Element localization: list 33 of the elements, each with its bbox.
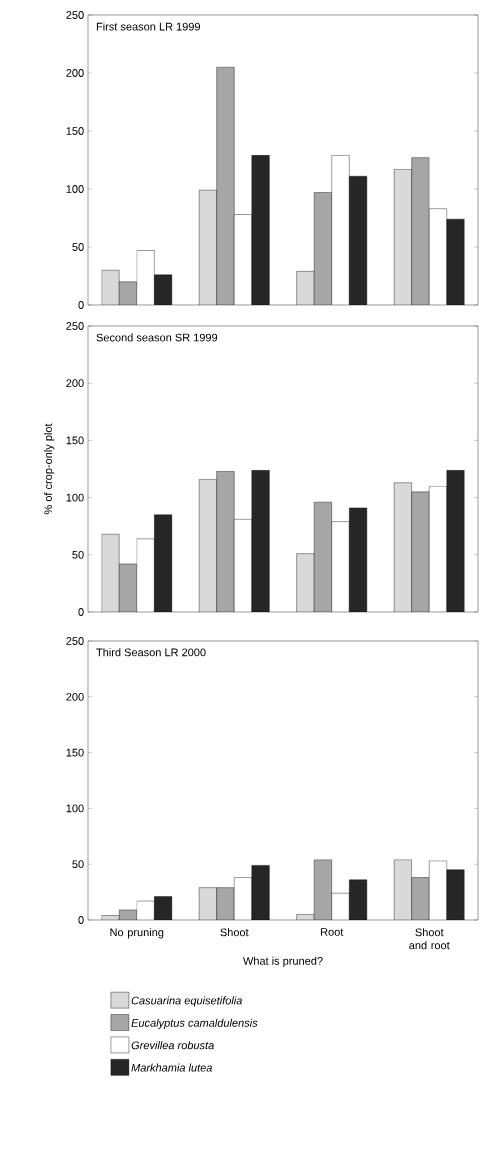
y-tick-label: 0	[78, 608, 84, 616]
y-tick-label: 100	[66, 185, 84, 193]
y-tick-label: 200	[66, 379, 84, 388]
y-axis-title: % of crop-only plot	[44, 423, 55, 515]
y-tick-label: 250	[66, 11, 84, 19]
y-tick-label: 150	[66, 127, 84, 135]
x-tick-label: No pruning	[110, 928, 164, 939]
y-tick-label: 250	[66, 322, 84, 330]
y-tick-label: 250	[66, 637, 84, 645]
text: Second season SR 1999	[96, 333, 218, 342]
y-tick-label: 100	[66, 804, 84, 813]
y-tick-label: 200	[66, 69, 84, 77]
legend-label: Markhamia lutea	[131, 1063, 213, 1072]
legend-label: Eucalyptus camaldulensis	[131, 1018, 258, 1029]
y-tick-label: 100	[66, 493, 84, 502]
y-tick-label: 0	[78, 301, 84, 309]
y-tick-label: 200	[66, 692, 84, 701]
text: First season LR 1999	[96, 22, 201, 31]
y-tick-label: 150	[66, 748, 84, 757]
legend-label: Casuarina equisetifolia	[131, 996, 242, 1007]
y-tick-label: 50	[72, 243, 84, 251]
x-tick-label: Shoot	[220, 928, 249, 937]
text: Third Season LR 2000	[96, 648, 206, 657]
bar	[251, 865, 270, 920]
y-tick-label: 50	[72, 550, 84, 559]
legend-label: Grevillea robusta	[131, 1041, 214, 1050]
y-tick-label: 50	[72, 860, 84, 869]
x-tick-label: Shoot and root	[409, 928, 450, 950]
x-axis-title: What is pruned?	[243, 956, 323, 967]
x-tick-label: Root	[321, 928, 344, 936]
y-tick-label: 150	[66, 436, 84, 445]
bar	[446, 869, 465, 920]
y-tick-label: 0	[78, 916, 84, 924]
